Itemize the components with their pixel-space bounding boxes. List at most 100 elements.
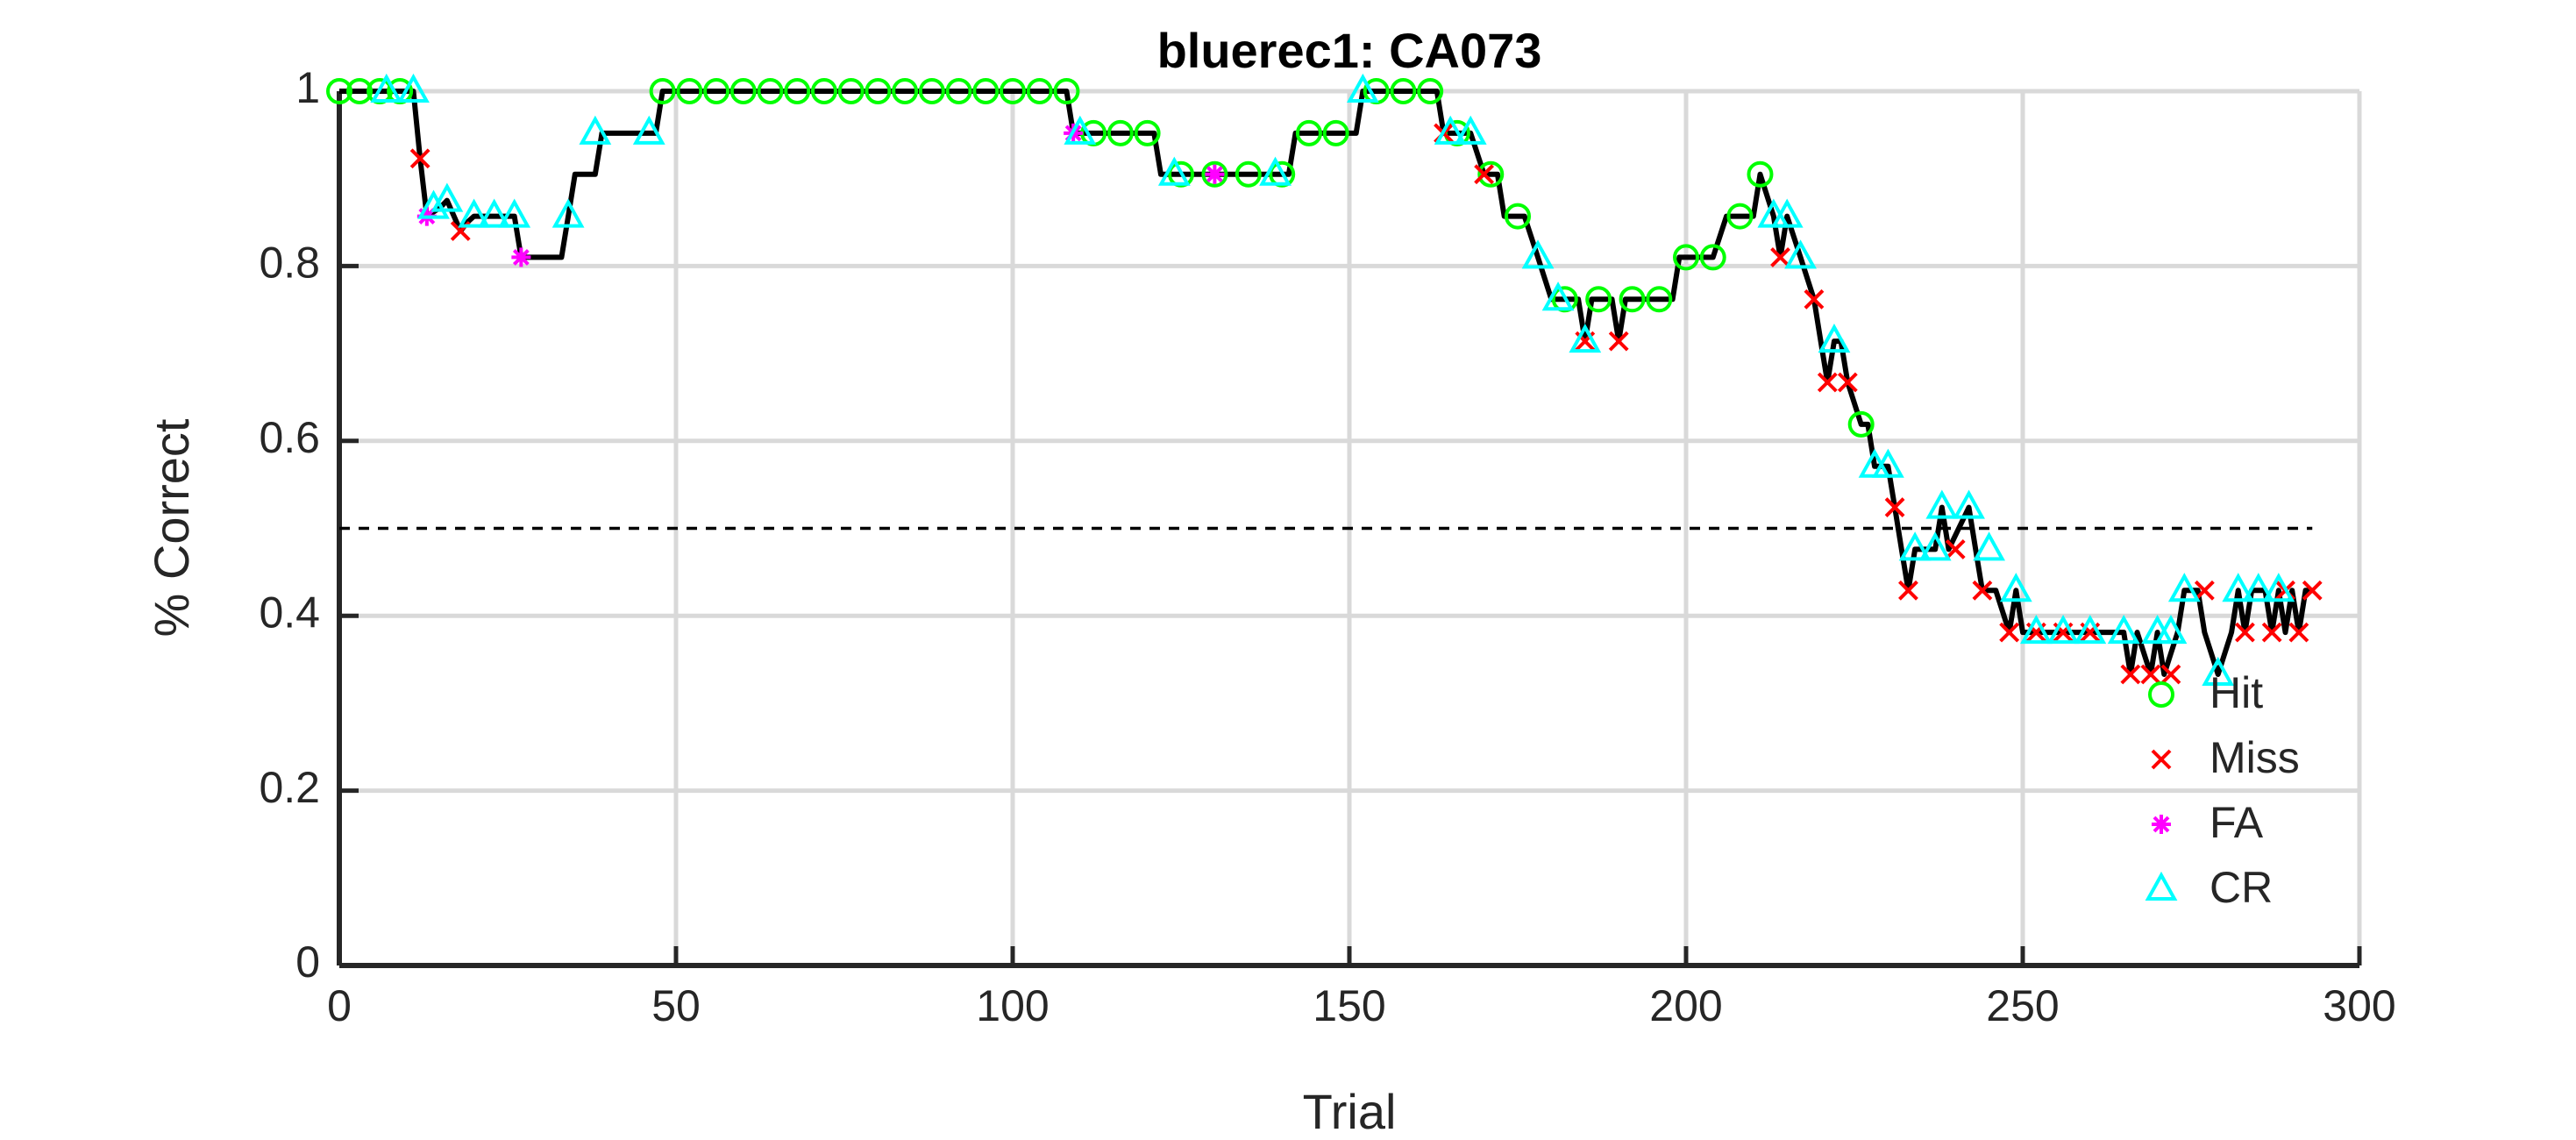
marker-circle (1505, 203, 1531, 230)
x-tick-label: 200 (1649, 981, 1722, 1030)
marker-circle (1026, 78, 1053, 104)
marker-circle (1747, 160, 1774, 188)
marker-x (1837, 372, 1858, 393)
marker-circle (918, 78, 945, 104)
marker-circle (1726, 203, 1754, 230)
marker-triangle (1521, 239, 1555, 269)
x-tick-label: 100 (976, 981, 1049, 1030)
marker-triangle (2019, 615, 2053, 645)
marker-triangle (1999, 573, 2032, 602)
marker-triangle (370, 73, 403, 103)
marker-triangle (1434, 115, 1467, 145)
marker-circle (892, 78, 919, 104)
marker-circle (1390, 78, 1417, 104)
marker-triangle (2242, 573, 2275, 602)
marker-triangle (579, 115, 612, 145)
marker-circle (1134, 119, 1161, 146)
marker-triangle (1953, 489, 1985, 519)
marker-triangle (1784, 239, 1817, 269)
marker-triangle (2262, 573, 2295, 602)
marker-circle (1477, 160, 1505, 188)
marker-triangle (1925, 489, 1959, 519)
marker-triangle (1973, 531, 2005, 561)
marker-x (2235, 622, 2255, 643)
marker-triangle (1898, 531, 1932, 561)
marker-circle (1699, 244, 1726, 271)
marker-x (1817, 372, 1838, 393)
marker-triangle (1454, 115, 1487, 145)
marker-x (2288, 622, 2309, 643)
y-tick-label: 0 (295, 937, 320, 987)
marker-triangle (2154, 615, 2188, 645)
x-axis-label: Trial (1303, 1084, 1397, 1139)
y-tick-label: 0.6 (259, 413, 320, 462)
legend-label: FA (2210, 798, 2264, 847)
x-tick-label: 0 (327, 981, 352, 1030)
y-tick-label: 1 (295, 63, 320, 112)
marker-circle (837, 78, 865, 104)
marker-triangle (1541, 281, 1575, 311)
marker-circle (972, 78, 1000, 104)
y-tick-label: 0.2 (259, 763, 320, 812)
marker-triangle (1818, 324, 1851, 353)
marker-triangle (1918, 531, 1952, 561)
marker-circle (729, 78, 757, 104)
marker-x (2261, 622, 2282, 643)
marker-triangle (1872, 448, 1904, 478)
marker-circle (649, 78, 676, 104)
marker-circle (1417, 78, 1444, 104)
marker-circle (326, 78, 352, 104)
marker-triangle (2222, 573, 2255, 602)
marker-triangle (1346, 73, 1379, 103)
marker-x (2160, 664, 2181, 685)
marker-triangle (498, 198, 531, 228)
marker-circle (1107, 119, 1134, 146)
marker-triangle (2074, 615, 2107, 645)
x-tick-label: 250 (1986, 981, 2059, 1030)
legend-label: Hit (2210, 668, 2263, 717)
marker-triangle (458, 198, 490, 228)
marker-x (1474, 164, 1495, 185)
marker-triangle (551, 198, 585, 228)
marker-x (1898, 580, 1918, 601)
marker-x (1972, 580, 1993, 601)
marker-circle (676, 78, 703, 104)
marker-x (409, 148, 431, 169)
marker-triangle (1569, 324, 1602, 353)
chart-title: bluerec1: CA073 (1157, 23, 1542, 78)
marker-triangle (1157, 156, 1191, 186)
marker-triangle (2202, 656, 2235, 686)
marker-circle (703, 78, 730, 104)
marker-circle (346, 78, 374, 104)
marker-x (1945, 539, 1966, 559)
marker-circle (1201, 160, 1228, 188)
marker-circle (1053, 78, 1080, 104)
marker-triangle (2107, 615, 2140, 645)
marker-circle (1847, 410, 1875, 438)
y-axis-label: % Correct (144, 418, 199, 637)
marker-triangle (1064, 115, 1097, 145)
x-tick-label: 300 (2323, 981, 2395, 1030)
marker-triangle (417, 189, 450, 219)
marker-triangle (632, 115, 665, 145)
legend-label: CR (2210, 863, 2273, 912)
legend-label: Miss (2210, 733, 2300, 782)
marker-circle (945, 78, 972, 104)
marker-circle (1619, 286, 1646, 313)
legend-marker (2151, 749, 2172, 770)
marker-triangle (1770, 198, 1804, 228)
marker-asterisk (1205, 164, 1225, 184)
marker-triangle (478, 198, 511, 228)
marker-circle (757, 78, 784, 104)
legend-marker (2145, 871, 2178, 901)
marker-circle (784, 78, 811, 104)
marker-circle (1585, 286, 1612, 313)
marker-x (2140, 664, 2161, 685)
marker-circle (1295, 119, 1322, 146)
marker-x (1999, 622, 2020, 643)
x-tick-label: 50 (651, 981, 701, 1030)
marker-asterisk (511, 247, 531, 267)
marker-x (1804, 289, 1825, 310)
marker-x (2194, 580, 2215, 601)
x-tick-label: 150 (1313, 981, 1385, 1030)
